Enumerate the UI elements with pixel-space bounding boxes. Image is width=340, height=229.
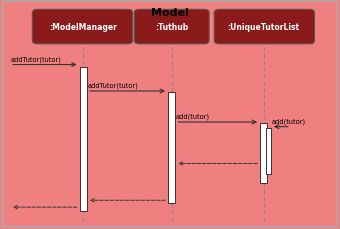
FancyBboxPatch shape xyxy=(134,10,209,45)
Text: add(tutor): add(tutor) xyxy=(272,118,306,124)
Bar xyxy=(80,68,87,211)
Text: addTutor(tutor): addTutor(tutor) xyxy=(88,82,139,89)
Text: Model: Model xyxy=(151,8,189,18)
Text: addTutor(tutor): addTutor(tutor) xyxy=(10,56,61,62)
Text: :Tuthub: :Tuthub xyxy=(155,23,188,32)
Text: add(tutor): add(tutor) xyxy=(176,113,210,120)
Bar xyxy=(168,93,175,203)
Text: :ModelManager: :ModelManager xyxy=(49,23,117,32)
Bar xyxy=(266,128,271,174)
Bar xyxy=(260,124,267,183)
FancyBboxPatch shape xyxy=(32,10,133,45)
FancyBboxPatch shape xyxy=(214,10,314,45)
Text: :UniqueTutorList: :UniqueTutorList xyxy=(227,23,300,32)
